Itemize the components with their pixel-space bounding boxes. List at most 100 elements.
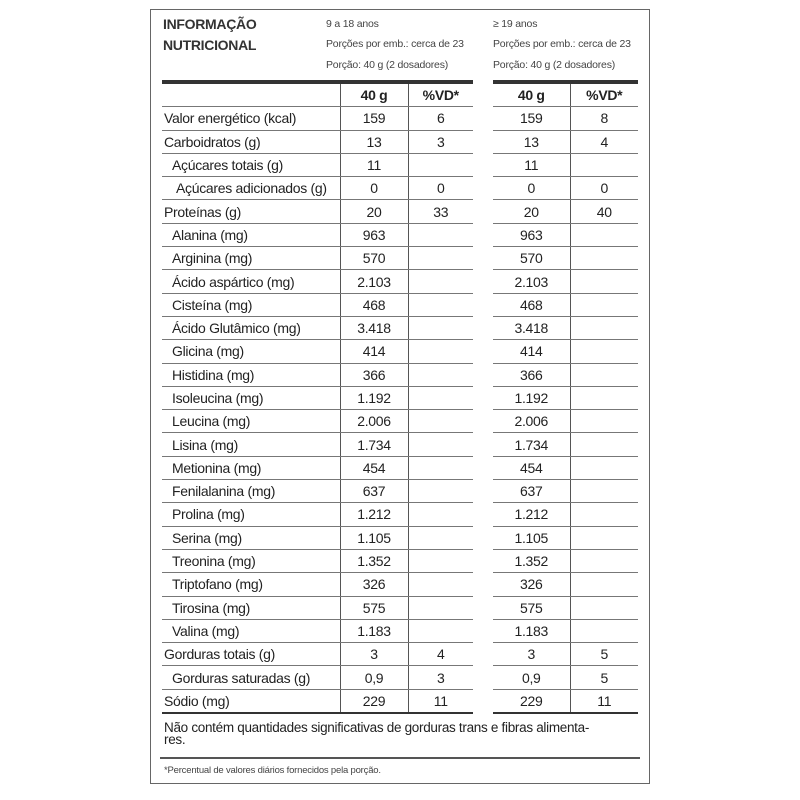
dv-value: 4 (569, 130, 638, 154)
dv-value (407, 456, 473, 481)
nutrient-label: Fenilalanina (mg) (162, 479, 340, 504)
footnote: *Percentual de valores diários fornecido… (164, 765, 381, 776)
dv-value (407, 223, 473, 248)
amount-value: 229 (339, 689, 408, 715)
amount-value: 1.105 (339, 526, 408, 550)
table-row: 1.183 (493, 619, 638, 644)
amount-value: 3.418 (339, 316, 408, 341)
dv-value: 8 (569, 106, 638, 131)
portion-size: Porção: 40 g (2 dosadores) (326, 59, 449, 71)
dv-value (569, 456, 638, 481)
amount-value: 326 (493, 572, 570, 597)
amount-value: 0,9 (493, 665, 570, 690)
dv-value (407, 432, 473, 457)
title-line: INFORMAÇÃO (163, 16, 257, 32)
amount-value: 1.352 (493, 549, 570, 574)
dv-value (569, 479, 638, 504)
dv-value (569, 363, 638, 387)
dv-value (569, 223, 638, 248)
nutrient-label: Triptofano (mg) (162, 572, 340, 597)
amount-value: 963 (493, 223, 570, 248)
amount-value: 0 (339, 176, 408, 201)
table-row: 468 (493, 293, 638, 317)
amount-value: 0 (493, 176, 570, 201)
dv-value (407, 339, 473, 364)
dv-value (569, 316, 638, 341)
dv-value (407, 316, 473, 341)
table-row: 2.103 (493, 269, 638, 294)
dv-value (569, 386, 638, 411)
table-row: Treonina (mg) 1.352 (162, 549, 473, 574)
dv-value (407, 572, 473, 597)
table-row: Sódio (mg) 229 11 (162, 689, 473, 715)
amount-value: 570 (493, 246, 570, 271)
dv-value (407, 153, 473, 178)
note-line: Não contém quantidades significativas de… (164, 720, 590, 735)
table-row: Ácido aspártico (mg) 2.103 (162, 269, 473, 294)
amount-value: 2.103 (493, 269, 570, 294)
servings-per-package: Porções por emb.: cerca de 23 (493, 38, 631, 50)
nutrient-label: Açúcares totais (g) (162, 153, 340, 178)
amount-value: 1.352 (339, 549, 408, 574)
table-row: 1.105 (493, 526, 638, 550)
dv-value (407, 596, 473, 620)
dv-value: 3 (407, 665, 473, 690)
dv-value: 11 (407, 689, 473, 715)
amount-value: 468 (493, 293, 570, 317)
table-row: 454 (493, 456, 638, 481)
table-row: Serina (mg) 1.105 (162, 526, 473, 550)
amount-value: 159 (493, 106, 570, 131)
table-row: Metionina (mg) 454 (162, 456, 473, 481)
amount-value: 1.183 (493, 619, 570, 644)
amount-value: 3.418 (493, 316, 570, 341)
table-row: Alanina (mg) 963 (162, 223, 473, 248)
dv-value: 6 (407, 106, 473, 131)
nutrient-label: Gorduras totais (g) (162, 642, 340, 667)
amount-value: 1.734 (493, 432, 570, 457)
amount-value: 13 (493, 130, 570, 154)
nutrient-label: Valor energético (kcal) (162, 106, 340, 131)
nutrient-label: Proteínas (g) (162, 199, 340, 224)
servings-per-package: Porções por emb.: cerca de 23 (326, 38, 464, 50)
nutrient-label: Serina (mg) (162, 526, 340, 550)
table-row: 326 (493, 572, 638, 597)
amount-value: 1.734 (339, 432, 408, 457)
amount-value: 3 (493, 642, 570, 667)
amount-value: 2.006 (493, 409, 570, 434)
dv-value (569, 549, 638, 574)
table-row: 1.212 (493, 502, 638, 527)
nutrient-label: Histidina (mg) (162, 363, 340, 387)
dv-value: 0 (407, 176, 473, 201)
table-row: Açúcares totais (g) 11 (162, 153, 473, 178)
header-dv: %VD* (407, 80, 473, 108)
table-row: Ácido Glutâmico (mg) 3.418 (162, 316, 473, 341)
amount-value: 13 (339, 130, 408, 154)
amount-value: 3 (339, 642, 408, 667)
table-row: Açúcares adicionados (g) 0 0 (162, 176, 473, 201)
dv-value: 5 (569, 665, 638, 690)
dv-value (407, 246, 473, 271)
table-row: 570 (493, 246, 638, 271)
table-row: Cisteína (mg) 468 (162, 293, 473, 317)
dv-value: 0 (569, 176, 638, 201)
amount-value: 414 (339, 339, 408, 364)
table-row: 1.192 (493, 386, 638, 411)
amount-value: 2.103 (339, 269, 408, 294)
dv-value: 11 (569, 689, 638, 715)
table-row: Gorduras totais (g) 3 4 (162, 642, 473, 667)
dv-value (569, 432, 638, 457)
nutrient-label: Isoleucina (mg) (162, 386, 340, 411)
nutrient-label: Prolina (mg) (162, 502, 340, 527)
dv-value (407, 479, 473, 504)
amount-value: 963 (339, 223, 408, 248)
dv-value (569, 572, 638, 597)
amount-value: 637 (493, 479, 570, 504)
table-row: Arginina (mg) 570 (162, 246, 473, 271)
table-row: 0,9 5 (493, 665, 638, 690)
amount-value: 575 (493, 596, 570, 620)
table-row: Triptofano (mg) 326 (162, 572, 473, 597)
amount-value: 11 (493, 153, 570, 178)
table-row: Tirosina (mg) 575 (162, 596, 473, 620)
